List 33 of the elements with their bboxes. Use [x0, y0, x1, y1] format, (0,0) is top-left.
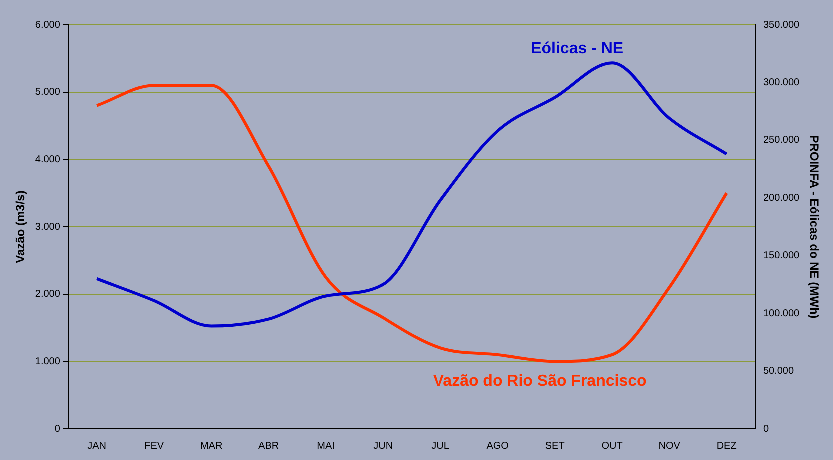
y-tick-label: 4.000 — [35, 154, 61, 166]
x-tick-label: MAI — [317, 440, 335, 452]
x-tick-label: DEZ — [716, 440, 737, 452]
line-series — [96, 84, 728, 364]
y-tick-label: 3.000 — [35, 222, 61, 233]
y2-tick-label: 100.000 — [763, 308, 800, 320]
x-tick-label: SET — [545, 440, 565, 452]
y-tick-label: 6.000 — [35, 20, 61, 31]
y2-tick-label: 150.000 — [763, 250, 800, 262]
x-tick-label: JAN — [88, 440, 107, 452]
y2-tick-label: 250.000 — [763, 135, 800, 146]
y2-tick-label: 350.000 — [763, 20, 800, 31]
x-tick-label: FEV — [144, 440, 164, 452]
y-tick-label: 5.000 — [35, 87, 61, 98]
x-tick-label: OUT — [602, 440, 623, 452]
x-tick-label: JUN — [374, 440, 394, 452]
y-axis-title: Vazão (m3/s) — [14, 190, 28, 264]
x-tick-label: JUL — [432, 440, 450, 452]
series-label: Vazão do Rio São Francisco — [433, 373, 647, 390]
y-tick-label: 2.000 — [35, 289, 61, 300]
y2-tick-label: 200.000 — [763, 192, 800, 204]
x-tick-label: ABR — [258, 440, 280, 452]
y2-tick-label: 50.000 — [763, 366, 794, 378]
y-tick-label: 0 — [54, 424, 61, 435]
series-label: Eólicas - NE — [531, 40, 624, 58]
y-tick-label: 1.000 — [35, 356, 61, 368]
x-tick-label: AGO — [486, 440, 510, 452]
line-series — [96, 62, 728, 328]
y2-tick-label: 0 — [763, 424, 770, 435]
x-tick-label: NOV — [658, 440, 681, 452]
y2-axis-title: PROINFA - Eólicas do NE (MWh) — [807, 135, 822, 319]
x-tick-label: MAR — [200, 440, 223, 452]
y2-tick-label: 300.000 — [763, 77, 800, 88]
